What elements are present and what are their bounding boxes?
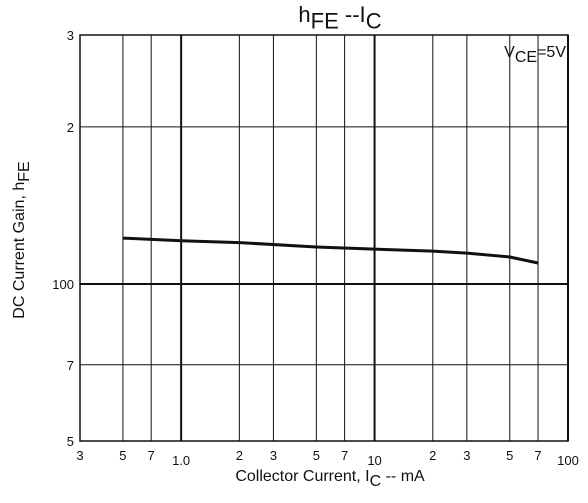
y-tick-label: 3 [67, 28, 74, 43]
x-tick-label: 100 [557, 453, 579, 468]
series-line [122, 236, 539, 265]
annotation: VCE=5V [504, 44, 566, 66]
x-tick-label: 5 [506, 448, 513, 463]
x-tick-label: 7 [341, 448, 348, 463]
x-axis-label-part: C [370, 473, 382, 490]
annotation-part: =5V [537, 44, 566, 61]
x-tick-label: 2 [236, 448, 243, 463]
y-tick-label: 2 [67, 120, 74, 135]
y-tick-label: 100 [52, 277, 74, 292]
x-tick-label: 3 [463, 448, 470, 463]
chart-title-part: h [298, 2, 310, 27]
x-axis-label-part: -- mA [381, 468, 425, 485]
chart-title: hFE --IC [298, 2, 381, 34]
y-tick-label: 5 [67, 434, 74, 449]
y-axis-label: DC Current Gain, hFE [11, 161, 33, 318]
annotation-part: CE [515, 49, 537, 66]
x-tick-label: 3 [76, 448, 83, 463]
annotation-part: V [504, 44, 515, 61]
x-tick-label: 1.0 [172, 453, 190, 468]
x-axis-label: Collector Current, IC -- mA [235, 468, 425, 490]
chart-title-part: FE [311, 9, 339, 34]
x-tick-label: 7 [534, 448, 541, 463]
x-tick-label: 10 [367, 453, 381, 468]
x-axis-label-part: Collector Current, I [235, 468, 369, 485]
chart-title-part: C [366, 9, 382, 34]
x-tick-label: 5 [119, 448, 126, 463]
x-tick-label: 7 [148, 448, 155, 463]
chart-title-part: --I [339, 2, 366, 27]
x-tick-label: 5 [313, 448, 320, 463]
x-tick-label: 2 [429, 448, 436, 463]
plot-frame [79, 34, 569, 442]
y-axis-label-part: FE [16, 161, 33, 181]
x-tick-label: 3 [270, 448, 277, 463]
y-tick-label: 7 [67, 358, 74, 373]
y-axis-label-part: DC Current Gain, h [11, 182, 28, 319]
